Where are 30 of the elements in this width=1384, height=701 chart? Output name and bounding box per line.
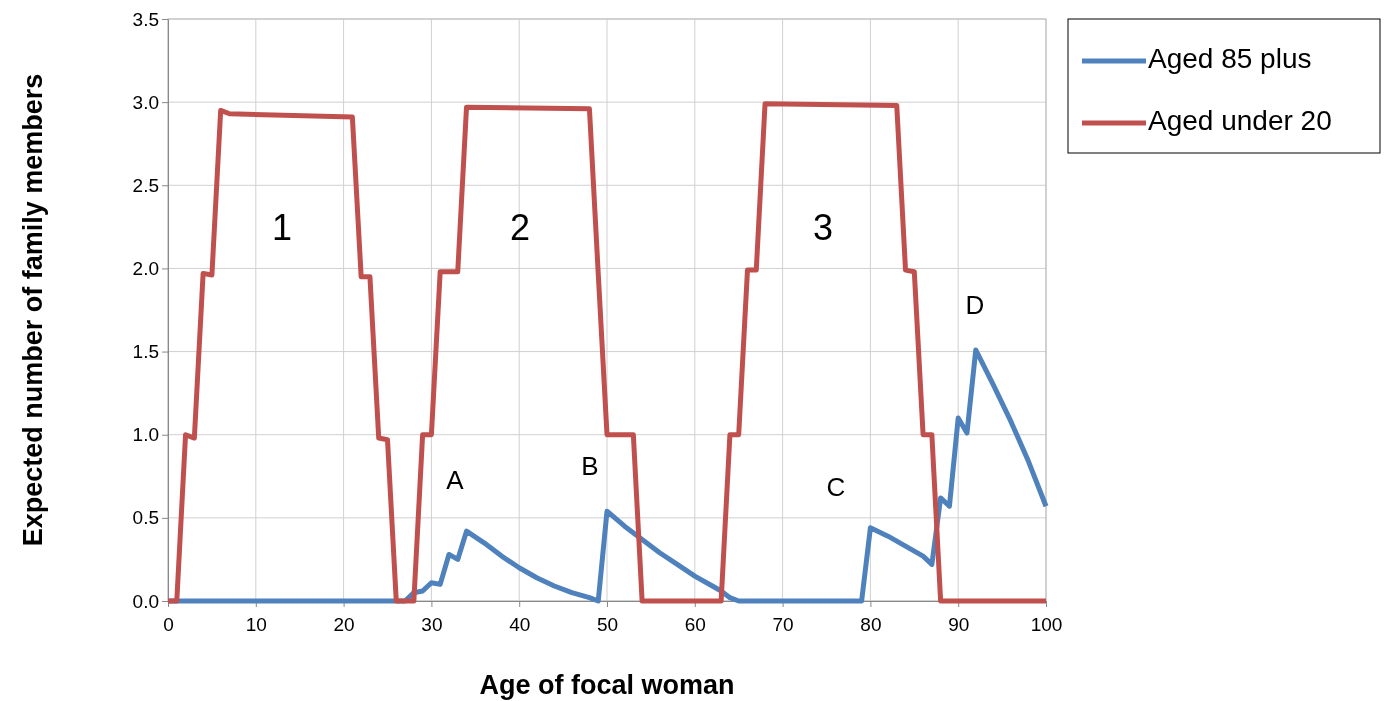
x-tick-label: 40 (509, 613, 531, 635)
annotation: D (965, 289, 985, 320)
annotation: 2 (509, 206, 531, 248)
y-tick-label: 2.0 (132, 258, 159, 280)
x-tick-label: 30 (421, 613, 443, 635)
annotation: B (581, 450, 599, 481)
x-tick-label: 80 (860, 613, 882, 635)
legend-label: Aged under 20 (1148, 105, 1332, 137)
y-tick-label: 3.5 (132, 8, 159, 30)
x-tick-label: 100 (1030, 613, 1063, 635)
annotation: C (826, 471, 846, 502)
annotation: A (446, 464, 465, 495)
x-tick-label: 20 (333, 613, 355, 635)
x-tick-label: 0 (163, 613, 174, 635)
y-tick-label: 2.5 (132, 174, 159, 196)
annotation: 1 (271, 206, 293, 248)
x-tick-label: 10 (245, 613, 267, 635)
x-tick-label: 50 (596, 613, 619, 635)
x-tick-label: 70 (772, 613, 794, 635)
y-tick-label: 1.0 (132, 424, 159, 446)
y-tick-label: 1.5 (132, 341, 159, 363)
y-tick-label: 0.0 (132, 590, 159, 612)
x-tick-label: 60 (684, 613, 706, 635)
legend-label: Aged 85 plus (1148, 43, 1312, 75)
y-axis-title: Expected number of family members (18, 73, 48, 547)
x-tick-label: 90 (948, 613, 970, 635)
y-tick-label: 0.5 (132, 507, 159, 529)
x-axis-title: Age of focal woman (479, 670, 735, 700)
y-tick-label: 3.0 (132, 91, 159, 113)
annotation: 3 (812, 206, 834, 248)
